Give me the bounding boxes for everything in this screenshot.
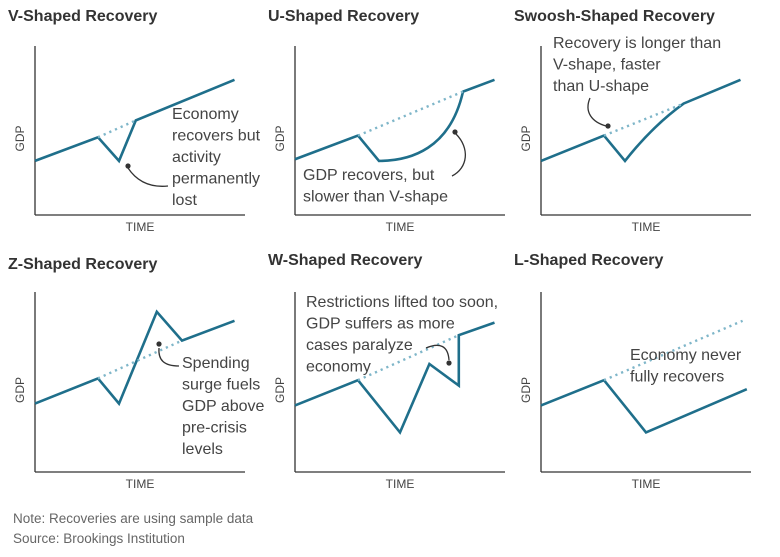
annotation-text: GDP suffers as more	[306, 316, 455, 333]
chart-title: Z-Shaped Recovery	[8, 256, 158, 273]
arrow-head-icon	[156, 341, 162, 347]
chart-panel: Swoosh-Shaped Recovery GDP TIME Recovery is…	[514, 8, 774, 248]
annotation-text: than U-shape	[553, 78, 649, 95]
annotation-text: GDP recovers, but	[303, 167, 435, 184]
y-axis-label: GDP	[273, 125, 287, 151]
trend-line-dotted	[97, 119, 137, 139]
arrow-head-icon	[605, 123, 611, 129]
chart-title: W-Shaped Recovery	[268, 252, 423, 269]
annotation-text: cases paralyze	[306, 337, 413, 354]
annotation-text: V-shape, faster	[553, 57, 661, 74]
annotation-text: Economy never	[630, 347, 742, 364]
arrow-head-icon	[446, 360, 452, 366]
gdp-line	[294, 78, 495, 163]
chart-plot: GDP TIME Spending surge fuels GDP above pre-c…	[13, 292, 265, 491]
annotation-arrow	[425, 344, 450, 361]
annotation-text: recovers but	[172, 128, 261, 145]
annotation-text: GDP above	[182, 398, 265, 415]
y-axis-label: GDP	[519, 377, 533, 403]
annotation-text: economy	[306, 359, 371, 376]
x-axis-label: TIME	[632, 477, 661, 491]
chart-panel: W-Shaped Recovery GDP TIME Restrictions lif…	[268, 252, 528, 492]
gdp-line	[540, 378, 748, 434]
chart-plot: GDP TIME Recovery is longer than V-shape, f…	[519, 35, 751, 234]
source-text: Source: Brookings Institution	[13, 531, 185, 546]
annotation-text: Restrictions lifted too soon,	[306, 294, 498, 311]
gdp-line	[34, 309, 235, 407]
annotation-arrow	[451, 133, 466, 177]
trend-line-dotted	[603, 319, 744, 382]
annotation-arrow	[127, 167, 169, 187]
chart-panel: V-Shaped Recovery GDP TIME Economy recovers …	[8, 8, 268, 248]
chart-title: Swoosh-Shaped Recovery	[514, 8, 715, 25]
trend-line-dotted	[97, 339, 183, 380]
gdp-line	[34, 78, 235, 164]
trend-line-dotted	[357, 90, 464, 137]
annotation-arrow	[587, 97, 607, 127]
y-axis-label: GDP	[13, 125, 27, 151]
annotation-text: activity	[172, 149, 221, 166]
chart-plot: GDP TIME GDP recovers, but slower than V-sh…	[273, 46, 505, 234]
chart-title: L-Shaped Recovery	[514, 252, 664, 269]
arrow-head-icon	[452, 129, 458, 135]
annotation-text: levels	[182, 441, 223, 458]
x-axis-label: TIME	[386, 477, 415, 491]
y-axis-label: GDP	[13, 377, 27, 403]
annotation-text: permanently	[172, 171, 260, 188]
y-axis-label: GDP	[519, 125, 533, 151]
chart-panel: L-Shaped Recovery GDP TIME Economy never ful…	[514, 252, 774, 492]
annotation-text: Recovery is longer than	[553, 35, 721, 52]
chart-panel: U-Shaped Recovery GDP TIME GDP recovers, bu…	[268, 8, 528, 248]
x-axis-label: TIME	[126, 477, 155, 491]
note-text: Note: Recoveries are using sample data	[13, 511, 254, 526]
gdp-line	[294, 321, 495, 435]
chart-title: U-Shaped Recovery	[268, 8, 420, 25]
annotation-text: fully recovers	[630, 369, 724, 386]
chart-plot: GDP TIME Economy never fully recovers	[519, 292, 751, 491]
annotation-arrow	[158, 347, 180, 367]
x-axis-label: TIME	[386, 220, 415, 234]
annotation-text: surge fuels	[182, 377, 260, 394]
arrow-head-icon	[125, 163, 131, 169]
chart-title: V-Shaped Recovery	[8, 8, 158, 25]
chart-panel: Z-Shaped Recovery GDP TIME Spending surge fu…	[8, 256, 268, 496]
y-axis-label: GDP	[273, 377, 287, 403]
annotation-text: lost	[172, 192, 197, 209]
x-axis-label: TIME	[126, 220, 155, 234]
annotation-text: Spending	[182, 355, 250, 372]
chart-plot: GDP TIME Restrictions lifted too soon, GDP …	[273, 292, 505, 491]
annotation-text: pre-crisis	[182, 420, 247, 437]
chart-plot: GDP TIME Economy recovers but activity perman…	[13, 46, 261, 234]
x-axis-label: TIME	[632, 220, 661, 234]
trend-line-dotted	[603, 102, 685, 137]
annotation-text: Economy	[172, 106, 239, 123]
annotation-text: slower than V-shape	[303, 189, 448, 206]
